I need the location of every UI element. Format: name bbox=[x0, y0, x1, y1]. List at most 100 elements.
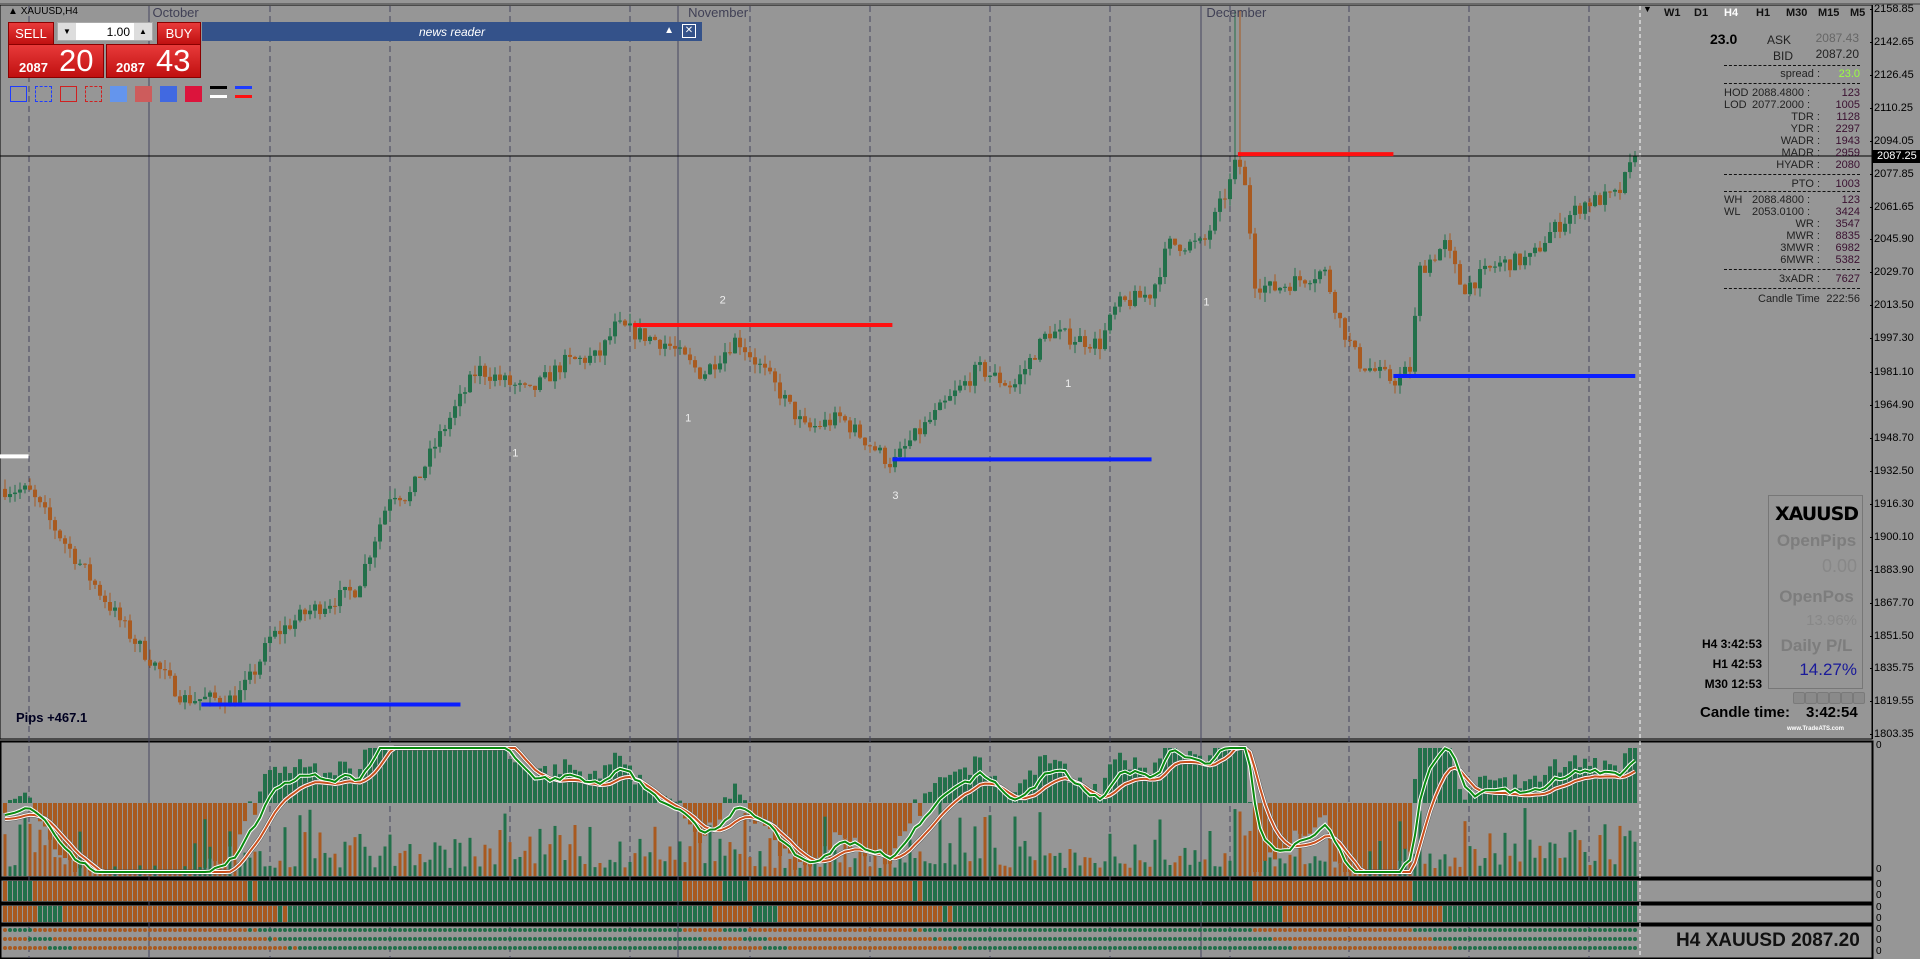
timeframe-m30[interactable]: M30 bbox=[1786, 7, 1808, 19]
trend-bar bbox=[623, 906, 627, 922]
candle bbox=[78, 563, 82, 565]
trend-dot bbox=[1338, 928, 1342, 932]
histogram-bar bbox=[438, 748, 442, 803]
candle bbox=[1038, 338, 1042, 360]
histogram-bar bbox=[198, 803, 202, 872]
blue-dashed-rectangle-tool[interactable] bbox=[35, 86, 52, 102]
trend-dot bbox=[493, 937, 497, 941]
trend-bar bbox=[1158, 906, 1162, 922]
trend-dot bbox=[788, 946, 792, 950]
trend-dot bbox=[313, 928, 317, 932]
trend-dot bbox=[1438, 937, 1442, 941]
histogram-bar bbox=[3, 803, 7, 813]
indicator-window-3[interactable] bbox=[0, 903, 1874, 925]
timeframe-h4[interactable]: H4 bbox=[1724, 7, 1739, 19]
trend-dot bbox=[1178, 928, 1182, 932]
trend-bar bbox=[633, 906, 637, 922]
histogram-bar bbox=[1198, 755, 1202, 803]
trend-dot bbox=[23, 928, 27, 932]
sell-button[interactable]: SELL bbox=[8, 22, 54, 45]
timeframe-d1[interactable]: D1 bbox=[1694, 7, 1709, 19]
timeframe-w1[interactable]: W1 bbox=[1664, 7, 1681, 19]
candle bbox=[1343, 318, 1347, 340]
lot-decrease-icon[interactable]: ▼ bbox=[58, 23, 76, 40]
trend-dot bbox=[1608, 937, 1612, 941]
blue-rectangle-tool[interactable] bbox=[10, 86, 27, 102]
trend-dot bbox=[1028, 946, 1032, 950]
volume-bar bbox=[718, 838, 722, 876]
trend-bar bbox=[1228, 881, 1232, 901]
volume-bar bbox=[483, 844, 487, 876]
trend-bar bbox=[568, 881, 572, 901]
candle bbox=[378, 524, 382, 542]
volume-bar bbox=[1203, 859, 1207, 876]
trend-dot bbox=[448, 928, 452, 932]
histogram-bar bbox=[13, 798, 17, 803]
trend-bar bbox=[58, 906, 62, 922]
trend-bar bbox=[138, 906, 142, 922]
volume-bar bbox=[673, 859, 677, 876]
trend-dot bbox=[3, 937, 7, 941]
trend-dot bbox=[483, 946, 487, 950]
news-reader-bar[interactable]: news reader ▲ ✕ bbox=[202, 22, 702, 41]
trend-bar bbox=[543, 906, 547, 922]
collapse-triangle-icon[interactable]: ▲ bbox=[8, 6, 18, 17]
volume-bar bbox=[768, 838, 772, 876]
indicator-window-2[interactable] bbox=[0, 878, 1874, 904]
timeframe-h1[interactable]: H1 bbox=[1756, 7, 1771, 19]
sell-price[interactable]: 2087 20 bbox=[8, 44, 104, 78]
trend-dot bbox=[188, 937, 192, 941]
blue-red-line-tool[interactable] bbox=[235, 86, 252, 102]
red-rectangle-tool[interactable] bbox=[60, 86, 77, 102]
trend-dot bbox=[1548, 946, 1552, 950]
histogram-bar bbox=[158, 803, 162, 872]
red-dashed-rectangle-tool[interactable] bbox=[85, 86, 102, 102]
trend-dot bbox=[118, 946, 122, 950]
news-reader-close-icon[interactable]: ✕ bbox=[682, 24, 696, 38]
buy-button[interactable]: BUY bbox=[157, 22, 201, 45]
lot-field[interactable]: ▼ 1.00 ▲ bbox=[57, 22, 153, 41]
info-row-value: 3424 bbox=[1835, 206, 1860, 218]
indicator-window-1[interactable] bbox=[0, 740, 1874, 879]
oscillator-indicator bbox=[3, 745, 1637, 876]
candle bbox=[768, 367, 772, 372]
trend-dot bbox=[933, 946, 937, 950]
candle bbox=[1203, 238, 1207, 240]
timeframe-m5[interactable]: M5 bbox=[1850, 7, 1866, 19]
trend-bar bbox=[478, 906, 482, 922]
lot-increase-icon[interactable]: ▲ bbox=[134, 23, 152, 40]
trend-dot bbox=[1263, 928, 1267, 932]
trend-bar bbox=[888, 906, 892, 922]
trend-dot bbox=[353, 937, 357, 941]
volume-bar bbox=[1218, 866, 1222, 876]
indianred-fill-tool[interactable] bbox=[135, 86, 152, 102]
lightblue-fill-tool[interactable] bbox=[110, 86, 127, 102]
trend-bar bbox=[93, 906, 97, 922]
trend-dot bbox=[713, 937, 717, 941]
trend-dot bbox=[683, 946, 687, 950]
trend-bar bbox=[753, 881, 757, 901]
trend-dot bbox=[148, 937, 152, 941]
royalblue-fill-tool[interactable] bbox=[160, 86, 177, 102]
website-link[interactable]: www.TradeATS.com bbox=[1787, 726, 1845, 732]
current-price-label: 2087.25 bbox=[1873, 150, 1920, 164]
volume-bar bbox=[1013, 816, 1017, 876]
spread-value: 23.0 bbox=[1838, 68, 1860, 80]
lot-value[interactable]: 1.00 bbox=[106, 25, 130, 39]
black-white-line-tool[interactable] bbox=[210, 86, 227, 102]
trend-bar bbox=[1118, 906, 1122, 922]
trend-bar bbox=[573, 881, 577, 901]
trend-dot bbox=[1163, 928, 1167, 932]
news-reader-expand-icon[interactable]: ▲ bbox=[664, 25, 674, 36]
y-tick-label: 2094.05 bbox=[1870, 135, 1914, 148]
trend-dot bbox=[133, 946, 137, 950]
trend-dot bbox=[1463, 937, 1467, 941]
crimson-fill-tool[interactable] bbox=[185, 86, 202, 102]
chart-shift-triangle-icon[interactable]: ▼ bbox=[1643, 4, 1652, 14]
trend-bar bbox=[1163, 906, 1167, 922]
trend-dot bbox=[1013, 937, 1017, 941]
timeframe-m15[interactable]: M15 bbox=[1818, 7, 1840, 19]
buy-price[interactable]: 2087 43 bbox=[106, 44, 201, 78]
candle bbox=[948, 396, 952, 401]
